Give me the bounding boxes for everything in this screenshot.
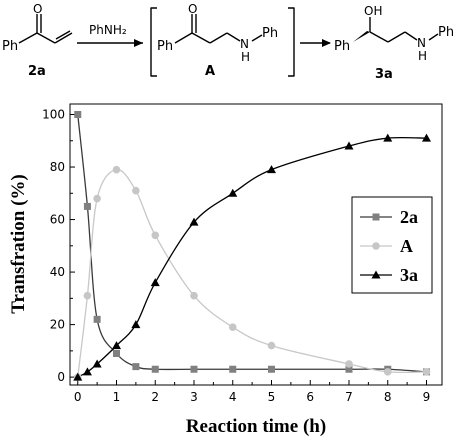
data-point-a: [112, 165, 121, 174]
legend: 2a A 3a: [351, 196, 433, 294]
plot-frame: [69, 103, 443, 386]
data-point-3a: [150, 278, 160, 287]
data-point-3a: [131, 320, 141, 329]
a-nitrogen: N: [240, 37, 249, 51]
data-point-a: [132, 186, 140, 195]
bracket-right: [288, 7, 295, 77]
data-point-3a: [267, 165, 276, 174]
legend-marker-2a: [372, 213, 380, 221]
data-point-a: [83, 291, 92, 300]
legend-marker-3a: [371, 270, 381, 279]
product-amine-h: H: [418, 49, 427, 63]
product-right-ph-label: Ph: [438, 25, 454, 40]
x-tick-label: 8: [384, 390, 392, 404]
legend-label-3a: 3a: [400, 265, 418, 285]
data-point-2a: [151, 365, 159, 373]
data-point-3a: [82, 367, 92, 376]
x-tick-label: 3: [190, 390, 198, 404]
y-tick-label: 100: [42, 108, 65, 122]
data-point-2a: [190, 365, 198, 373]
data-point-2a: [229, 365, 237, 373]
reactant-ph-label: Ph: [2, 39, 18, 54]
series-markers: [73, 111, 431, 381]
data-point-a: [422, 368, 431, 376]
data-point-2a: [132, 363, 140, 371]
reagent-arrow: PhNH₂: [77, 23, 143, 47]
y-tick-label: 40: [50, 265, 65, 279]
data-point-3a: [189, 217, 199, 226]
product-nitrogen: N: [417, 36, 426, 50]
a-amine-h: H: [241, 50, 250, 64]
data-point-a: [151, 231, 160, 240]
data-point-2a: [345, 365, 353, 373]
compound-label-a: A: [205, 64, 215, 79]
x-tick-label: 2: [151, 390, 159, 404]
x-tick-label: 1: [113, 390, 121, 404]
y-axis: 0 20 40 60 80 100: [42, 108, 75, 384]
x-tick-label: 4: [229, 390, 237, 404]
y-tick-label: 0: [57, 370, 65, 384]
data-point-a: [228, 323, 237, 332]
product-left-ph-label: Ph: [334, 39, 350, 54]
data-point-3a: [92, 359, 102, 368]
data-point-a: [345, 360, 353, 368]
y-tick-label: 20: [50, 318, 65, 332]
legend-label-2a: 2a: [400, 207, 418, 227]
data-point-3a: [73, 372, 83, 381]
reaction-scheme: O Ph 2a PhNH₂ O Ph N H Ph A: [2, 2, 454, 82]
data-point-2a: [268, 365, 275, 373]
legend-box: [351, 196, 433, 294]
data-point-a: [383, 368, 392, 376]
structure-2a: O Ph 2a: [2, 2, 73, 79]
x-axis-title: Reaction time (h): [186, 416, 326, 437]
product-arrow: [300, 39, 331, 47]
x-tick-label: 0: [74, 390, 82, 404]
compound-label-3a: 3a: [375, 67, 393, 82]
product-hydroxyl: OH: [364, 4, 382, 18]
ketone-oxygen: O: [33, 2, 42, 16]
y-tick-label: 80: [50, 160, 65, 174]
x-tick-label: 7: [345, 390, 353, 404]
x-axis: 0 1 2 3 4 5 6 7 8 9: [74, 380, 430, 404]
data-point-a: [267, 341, 276, 350]
x-tick-label: 6: [306, 390, 314, 404]
a-right-ph-label: Ph: [262, 26, 278, 41]
legend-items: 2a A 3a: [360, 207, 418, 285]
data-point-3a: [228, 188, 238, 197]
y-axis-title: Transfration (%): [8, 174, 29, 314]
bracket-left: [150, 7, 157, 77]
x-tick-label: 9: [423, 390, 431, 404]
structure-3a: OH Ph N H Ph 3a: [334, 4, 454, 82]
a-ketone-oxygen: O: [188, 2, 197, 16]
data-point-2a: [93, 315, 101, 323]
a-left-ph-label: Ph: [157, 39, 173, 54]
x-tick-label: 5: [268, 390, 276, 404]
legend-label-a: A: [400, 236, 413, 256]
data-point-a: [93, 194, 101, 203]
data-point-2a: [83, 202, 91, 210]
legend-marker-a: [372, 242, 380, 250]
data-point-3a: [383, 133, 393, 142]
data-point-2a: [113, 349, 120, 357]
data-point-3a: [112, 341, 121, 350]
data-point-a: [190, 291, 198, 300]
chart: 0 1 2 3 4 5 6 7 8 9 0 20 40 60 80 100 Reaction time (h…: [8, 103, 443, 437]
data-point-2a: [74, 111, 82, 119]
structure-a: O Ph N H Ph A: [157, 2, 278, 79]
y-tick-label: 60: [50, 213, 65, 227]
data-point-3a: [422, 133, 431, 142]
compound-label-2a: 2a: [28, 64, 46, 79]
reagent-label: PhNH₂: [89, 23, 127, 37]
data-point-3a: [344, 141, 354, 150]
